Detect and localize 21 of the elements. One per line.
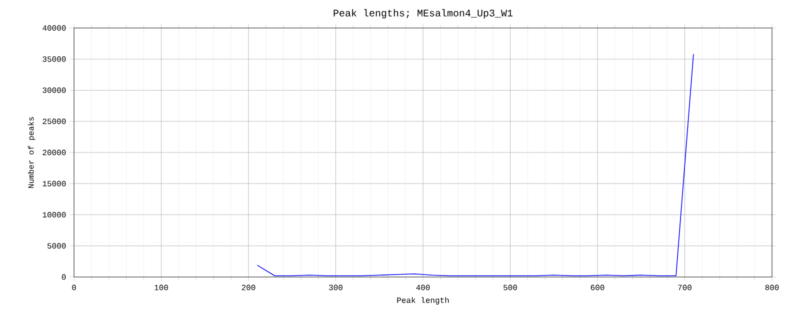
- x-tick-label: 300: [329, 284, 342, 290]
- x-tick-label: 0: [72, 284, 76, 290]
- x-tick-label: 100: [154, 284, 168, 290]
- y-tick-label: 5000: [48, 243, 66, 249]
- y-tick-label: 0: [62, 274, 66, 280]
- y-tick-label: 30000: [42, 88, 66, 93]
- x-tick-label: 200: [242, 284, 256, 290]
- x-tick-label: 400: [416, 284, 430, 290]
- x-tick-label: 700: [678, 284, 692, 290]
- y-tick-label: 40000: [42, 25, 66, 31]
- x-axis-title: Peak length: [397, 297, 449, 305]
- y-tick-label: 20000: [42, 150, 66, 156]
- y-tick-label: 10000: [42, 212, 66, 218]
- y-axis-title: Number of peaks: [28, 117, 36, 188]
- x-tick-label: 500: [504, 284, 517, 290]
- x-tick-label: 600: [590, 284, 604, 290]
- y-tick-label: 35000: [42, 56, 66, 62]
- chart-title: Peak lengths; MEsalmon4_Up3_W1: [334, 9, 513, 18]
- y-tick-label: 15000: [42, 180, 66, 186]
- y-tick-label: 25000: [42, 118, 66, 124]
- x-tick-label: 800: [765, 284, 779, 290]
